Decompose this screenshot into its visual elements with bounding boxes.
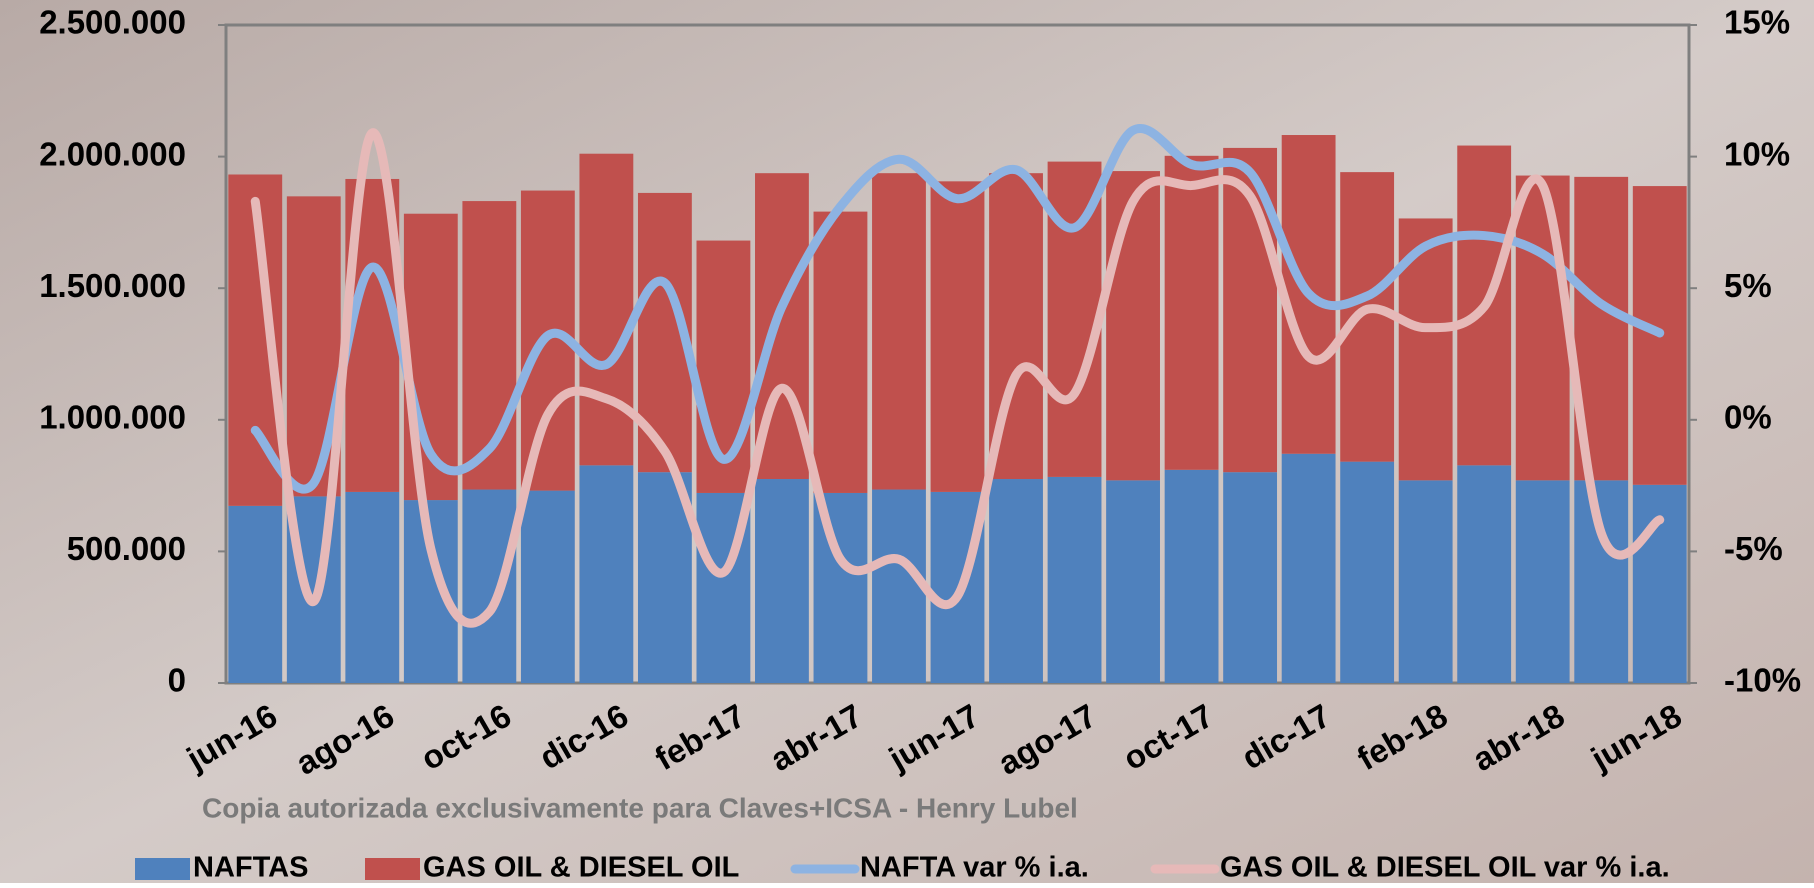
y-tick-label: 1.500.000 <box>39 267 186 304</box>
watermark: Copia autorizada exclusivamente para Cla… <box>202 792 1078 823</box>
y-tick-label: 0 <box>168 662 186 699</box>
bar <box>345 492 399 683</box>
y2-tick-label: 15% <box>1724 4 1790 41</box>
legend-swatch <box>365 858 420 880</box>
chart: Copia autorizada exclusivamente para Cla… <box>0 0 1814 883</box>
bar <box>462 490 516 683</box>
y2-tick-label: 0% <box>1724 399 1772 436</box>
bar <box>931 181 985 492</box>
bar <box>872 490 926 683</box>
bar <box>579 154 633 466</box>
bar <box>1457 465 1511 683</box>
bar <box>228 506 282 683</box>
bar <box>1633 485 1687 683</box>
bar <box>521 491 575 683</box>
bar <box>1165 470 1219 683</box>
bar <box>872 173 926 489</box>
bar <box>1048 477 1102 683</box>
bar <box>1106 171 1160 480</box>
bar <box>1574 480 1628 683</box>
bar <box>1223 472 1277 683</box>
legend-label: NAFTAS <box>193 852 308 883</box>
bar <box>1165 156 1219 470</box>
y2-tick-label: -10% <box>1724 662 1801 699</box>
y-tick-label: 2.000.000 <box>39 135 186 172</box>
bar <box>1516 480 1570 683</box>
legend-label: GAS OIL & DIESEL OIL var % i.a. <box>1220 852 1670 883</box>
y2-tick-label: 5% <box>1724 267 1772 304</box>
bar <box>1399 480 1453 683</box>
legend-label: GAS OIL & DIESEL OIL <box>423 852 739 883</box>
bar <box>1340 172 1394 462</box>
legend-label: NAFTA var % i.a. <box>860 852 1089 883</box>
bar <box>1106 480 1160 683</box>
y2-tick-label: -5% <box>1724 530 1783 567</box>
bar <box>989 479 1043 683</box>
bar <box>579 465 633 683</box>
y2-tick-label: 10% <box>1724 135 1790 172</box>
bar <box>1282 454 1336 683</box>
bar <box>1340 462 1394 683</box>
bar <box>755 479 809 683</box>
y-tick-label: 2.500.000 <box>39 4 186 41</box>
legend-swatch <box>135 858 190 880</box>
bar <box>814 212 868 493</box>
y-tick-label: 500.000 <box>67 530 186 567</box>
y-tick-label: 1.000.000 <box>39 399 186 436</box>
bar <box>1516 176 1570 481</box>
